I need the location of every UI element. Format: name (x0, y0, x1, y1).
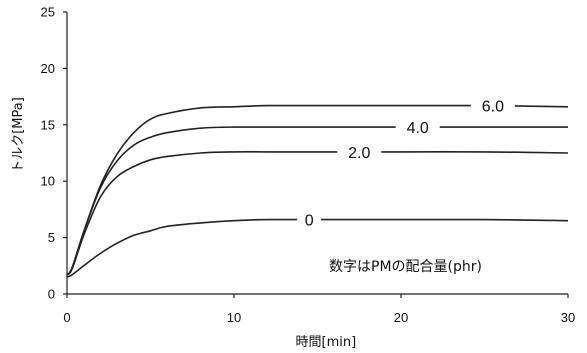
y-axis-ticks: 0 5 10 15 20 25 (41, 5, 67, 302)
y-tick-label: 15 (41, 117, 55, 132)
series-label: 6.0 (482, 99, 504, 116)
y-tick-label: 5 (48, 230, 55, 245)
chart-annotation: 数字はPMの配合量(phr) (329, 259, 482, 275)
series-line-4-0 (66, 126, 568, 276)
series-label-gap (337, 142, 382, 161)
x-tick-label: 10 (227, 310, 241, 325)
series-labels: 6.0 4.0 2.0 0 (297, 96, 515, 230)
x-axis-label: 時間[min] (296, 335, 357, 350)
y-tick-label: 25 (41, 5, 55, 20)
y-tick-label: 20 (41, 61, 55, 76)
x-tick-label: 0 (63, 310, 70, 325)
series-line-6-0 (66, 104, 569, 276)
series-label: 2.0 (348, 145, 370, 162)
y-axis-label: トルク[MPa] (11, 97, 26, 173)
x-tick-label: 20 (394, 310, 408, 325)
y-tick-label: 10 (41, 174, 55, 189)
y-tick-label: 0 (48, 287, 55, 302)
x-tick-label: 30 (561, 310, 575, 325)
series-label: 0 (305, 213, 314, 230)
series-label-gap (470, 96, 515, 115)
series-label: 4.0 (407, 120, 429, 137)
series-lines (66, 104, 569, 278)
series-line-2-0 (66, 151, 569, 276)
x-axis-ticks: 0 10 20 30 (63, 294, 575, 325)
series-label-gap (297, 210, 322, 229)
series-line-0 (66, 218, 569, 278)
axes (66, 12, 568, 295)
series-label-gap (395, 118, 440, 137)
